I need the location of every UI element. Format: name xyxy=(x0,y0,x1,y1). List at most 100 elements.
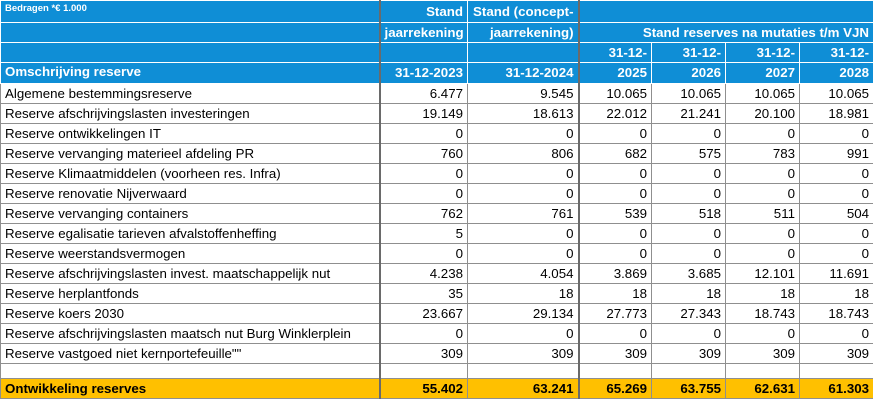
reserve-value: 0 xyxy=(378,323,468,344)
reserve-value: 0 xyxy=(577,123,652,144)
reserve-value: 0 xyxy=(799,163,873,184)
header-date-2023: 31-12-2023 xyxy=(378,62,468,84)
header-date-2026-line2: 2026 xyxy=(651,62,726,84)
table-row: Reserve vastgoed niet kernportefeuille""… xyxy=(0,343,873,364)
reserve-value: 4.054 xyxy=(467,263,579,284)
total-value: 63.241 xyxy=(467,378,579,399)
reserve-value: 0 xyxy=(651,323,726,344)
reserve-value: 0 xyxy=(577,163,652,184)
reserve-value: 682 xyxy=(577,143,652,164)
reserve-value: 539 xyxy=(577,203,652,224)
reserve-name: Reserve vervanging materieel afdeling PR xyxy=(0,143,380,164)
reserve-value: 11.691 xyxy=(799,263,873,284)
reserve-value: 18.981 xyxy=(799,103,873,124)
header-date-2028-line2: 2028 xyxy=(799,62,873,84)
header-mutaties-group: Stand reserves na mutaties t/m VJN xyxy=(577,22,873,43)
reserve-value: 10.065 xyxy=(725,83,800,104)
reserve-value: 27.343 xyxy=(651,303,726,324)
header-date-2027-line2: 2027 xyxy=(725,62,800,84)
header-stand-concept-line1: Stand (concept- xyxy=(467,0,579,23)
header-stand-jaarrekening-line2: jaarrekening xyxy=(378,22,468,43)
table-row: Reserve weerstandsvermogen 0 0 0 0 0 0 xyxy=(0,243,873,264)
reserve-value: 0 xyxy=(378,183,468,204)
reserve-value: 0 xyxy=(725,163,800,184)
reserve-value: 783 xyxy=(725,143,800,164)
table-row: Reserve renovatie Nijverwaard 0 0 0 0 0 0 xyxy=(0,183,873,204)
header-date-2024: 31-12-2024 xyxy=(467,62,579,84)
reserve-value: 18 xyxy=(799,283,873,304)
header-date-2025-line2: 2025 xyxy=(577,62,652,84)
reserve-value: 0 xyxy=(467,183,579,204)
reserve-value: 991 xyxy=(799,143,873,164)
reserve-value: 0 xyxy=(378,123,468,144)
reserve-value: 309 xyxy=(651,343,726,364)
reserve-name: Reserve weerstandsvermogen xyxy=(0,243,380,264)
header-row-2: jaarrekening jaarrekening) Stand reserve… xyxy=(0,22,873,43)
reserve-value: 0 xyxy=(467,323,579,344)
reserve-value: 23.667 xyxy=(378,303,468,324)
reserve-value: 18.743 xyxy=(799,303,873,324)
reserve-value: 20.100 xyxy=(725,103,800,124)
reserve-value: 18 xyxy=(725,283,800,304)
reserve-value: 10.065 xyxy=(651,83,726,104)
reserve-name: Reserve vervanging containers xyxy=(0,203,380,224)
header-stand-jaarrekening-line1: Stand xyxy=(378,0,468,23)
reserve-value: 0 xyxy=(378,243,468,264)
header-row-1: Bedragen *€ 1.000 Stand Stand (concept- xyxy=(0,0,873,23)
reserve-value: 0 xyxy=(725,123,800,144)
reserve-name: Reserve afschrijvingslasten invest. maat… xyxy=(0,263,380,284)
table-row: Reserve afschrijvingslasten invest. maat… xyxy=(0,263,873,284)
reserves-table: Bedragen *€ 1.000 Stand Stand (concept- … xyxy=(0,0,873,399)
reserve-value: 3.869 xyxy=(577,263,652,284)
reserve-name: Algemene bestemmingsreserve xyxy=(0,83,380,104)
reserve-value: 29.134 xyxy=(467,303,579,324)
reserve-value: 10.065 xyxy=(799,83,873,104)
reserve-value: 0 xyxy=(651,243,726,264)
reserve-value: 18 xyxy=(467,283,579,304)
reserve-value: 0 xyxy=(467,223,579,244)
table-row: Reserve ontwikkelingen IT 0 0 0 0 0 0 xyxy=(0,123,873,144)
reserve-value: 0 xyxy=(651,183,726,204)
table-row: Reserve vervanging materieel afdeling PR… xyxy=(0,143,873,164)
reserve-value: 0 xyxy=(577,243,652,264)
reserve-name: Reserve ontwikkelingen IT xyxy=(0,123,380,144)
reserve-value: 0 xyxy=(725,183,800,204)
reserve-value: 0 xyxy=(651,163,726,184)
reserve-value: 762 xyxy=(378,203,468,224)
header-date-2025-line1: 31-12- xyxy=(577,42,652,63)
reserve-value: 0 xyxy=(467,123,579,144)
total-value: 55.402 xyxy=(378,378,468,399)
reserve-name: Reserve vastgoed niet kernportefeuille"" xyxy=(0,343,380,364)
reserve-value: 35 xyxy=(378,283,468,304)
reserve-value: 5 xyxy=(378,223,468,244)
reserve-value: 511 xyxy=(725,203,800,224)
header-date-2027-line1: 31-12- xyxy=(725,42,800,63)
reserve-value: 309 xyxy=(799,343,873,364)
reserve-value: 0 xyxy=(467,163,579,184)
reserve-value: 18 xyxy=(577,283,652,304)
reserve-value: 309 xyxy=(467,343,579,364)
reserve-value: 0 xyxy=(725,223,800,244)
reserve-value: 18.613 xyxy=(467,103,579,124)
reserve-value: 12.101 xyxy=(725,263,800,284)
reserve-value: 0 xyxy=(651,123,726,144)
table-row: Reserve afschrijvingslasten maatsch nut … xyxy=(0,323,873,344)
header-row-4: Omschrijving reserve 31-12-2023 31-12-20… xyxy=(0,62,873,84)
reserve-name: Reserve koers 2030 xyxy=(0,303,380,324)
reserve-value: 806 xyxy=(467,143,579,164)
table-row: Reserve egalisatie tarieven afvalstoffen… xyxy=(0,223,873,244)
reserve-value: 6.477 xyxy=(378,83,468,104)
reserve-value: 309 xyxy=(378,343,468,364)
header-description: Omschrijving reserve xyxy=(0,62,380,84)
reserve-value: 0 xyxy=(799,323,873,344)
table-row: Reserve afschrijvingslasten investeringe… xyxy=(0,103,873,124)
reserve-value: 22.012 xyxy=(577,103,652,124)
reserve-value: 0 xyxy=(577,223,652,244)
reserve-value: 760 xyxy=(378,143,468,164)
spacer-row xyxy=(0,363,873,379)
total-value: 63.755 xyxy=(651,378,726,399)
table-row: Reserve vervanging containers 762 761 539 51… xyxy=(0,203,873,224)
reserve-value: 0 xyxy=(725,323,800,344)
table-row: Reserve Klimaatmiddelen (voorheen res. I… xyxy=(0,163,873,184)
total-value: 61.303 xyxy=(799,378,873,399)
